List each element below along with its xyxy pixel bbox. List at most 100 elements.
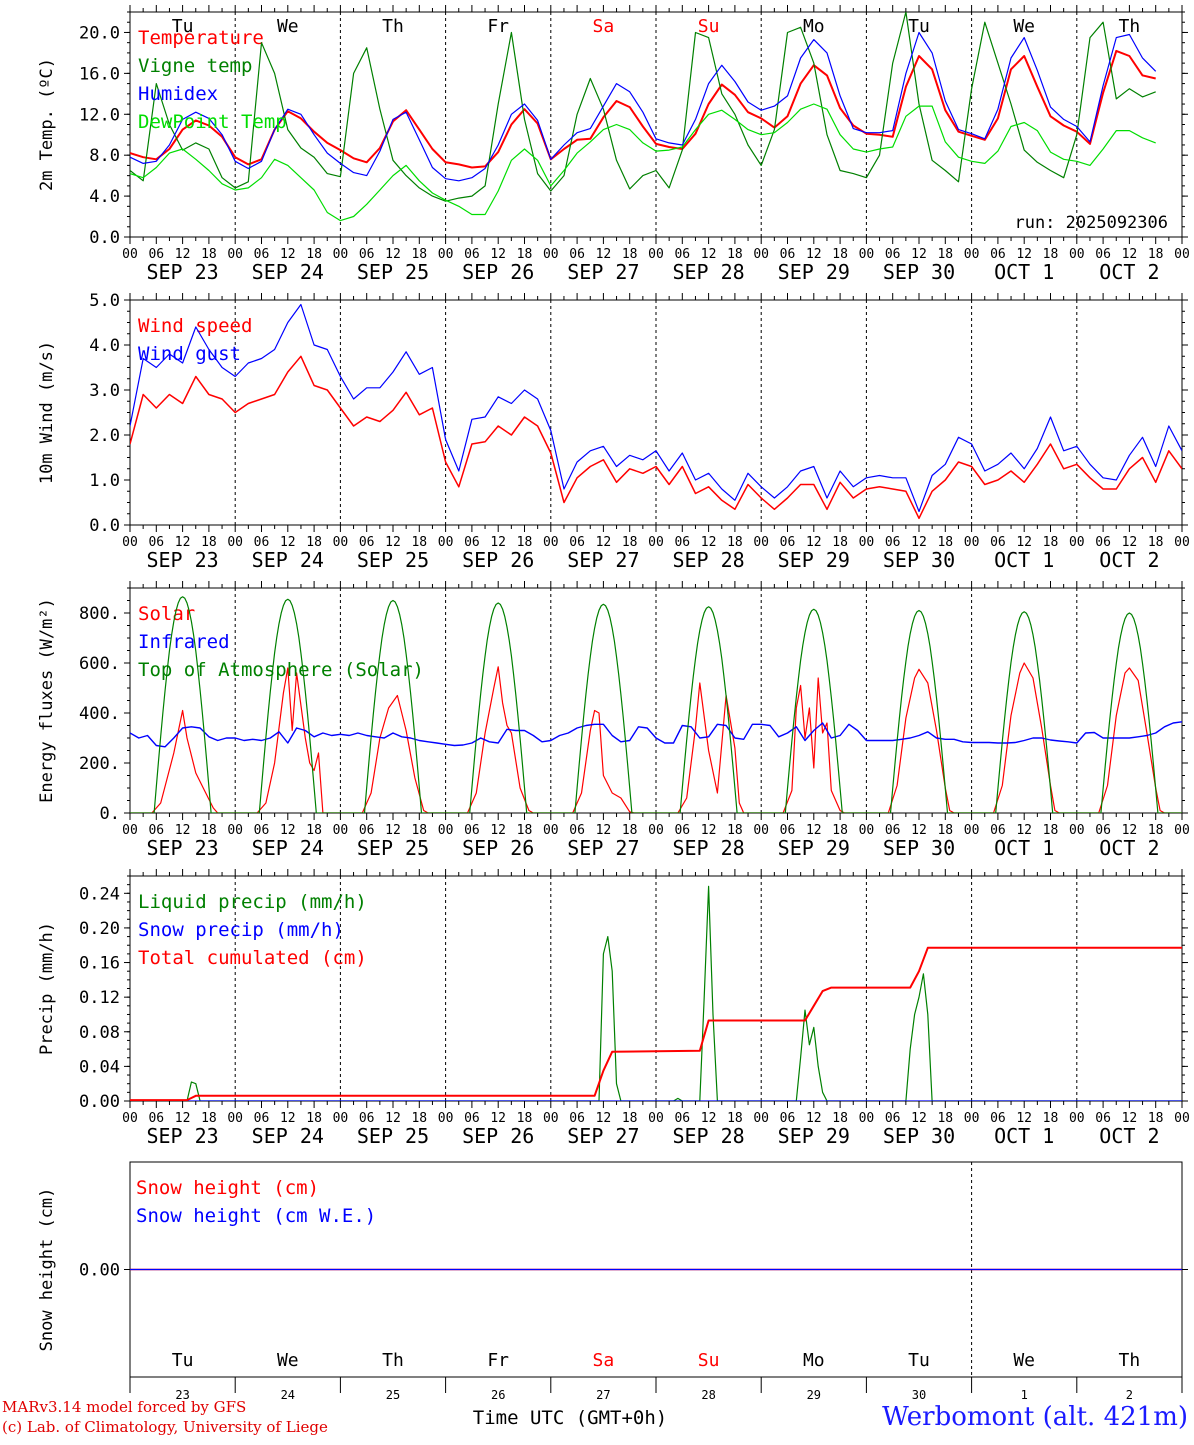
energy-hour-label: 00 xyxy=(333,823,349,838)
temp-hour-label: 12 xyxy=(806,247,822,262)
wind-hour-label: 12 xyxy=(911,535,927,550)
temp-hour-label: 00 xyxy=(648,247,664,262)
precip-hour-label: 00 xyxy=(227,1111,243,1126)
energy-hour-label: 12 xyxy=(701,823,717,838)
energy-date-label: SEP 24 xyxy=(252,836,324,860)
energy-hour-label: 18 xyxy=(517,823,533,838)
top-day-name: We xyxy=(277,16,299,37)
precip-hour-label: 00 xyxy=(333,1111,349,1126)
precip-series-liquid-precip-mm-h xyxy=(130,885,1182,1101)
precip-hour-label: 00 xyxy=(648,1111,664,1126)
wind-date-label: SEP 24 xyxy=(252,548,324,572)
wind-hour-label: 06 xyxy=(569,535,585,550)
wind-hour-label: 18 xyxy=(517,535,533,550)
precip-ytick-label: 0.20 xyxy=(79,919,120,939)
temp-hour-label: 06 xyxy=(674,247,690,262)
energy-hour-label: 12 xyxy=(596,823,612,838)
snow-day-number: 24 xyxy=(281,1388,295,1402)
snow-day-name: Mo xyxy=(803,1350,825,1371)
energy-ytick-label: 200. xyxy=(79,754,120,774)
top-day-name: Mo xyxy=(803,16,825,37)
precip-date-label: OCT 1 xyxy=(994,1124,1054,1148)
precip-hour-label: 06 xyxy=(464,1111,480,1126)
wind-hour-label: 18 xyxy=(201,535,217,550)
precip-hour-label: 18 xyxy=(411,1111,427,1126)
precip-hour-label: 06 xyxy=(359,1111,375,1126)
wind-hour-label: 06 xyxy=(674,535,690,550)
wind-hour-label: 12 xyxy=(1016,535,1032,550)
precip-hour-label: 18 xyxy=(622,1111,638,1126)
temp-legend-entry: Humidex xyxy=(138,83,218,105)
energy-frame xyxy=(129,587,1183,814)
wind-hour-label: 06 xyxy=(148,535,164,550)
precip-hour-label: 00 xyxy=(122,1111,138,1126)
precip-hour-label: 18 xyxy=(937,1111,953,1126)
energy-legend-entry: Infrared xyxy=(138,631,230,653)
energy-date-label: OCT 2 xyxy=(1099,836,1159,860)
precip-hour-label: 06 xyxy=(148,1111,164,1126)
precip-legend-entry: Total cumulated (cm) xyxy=(138,947,367,969)
energy-ylabel: Energy fluxes (W/m²) xyxy=(37,598,57,803)
temp-ytick-label: 4.0 xyxy=(89,187,120,207)
temp-hour-label: 12 xyxy=(490,247,506,262)
precip-ylabel: Precip (mm/h) xyxy=(37,922,57,1055)
energy-date-label: SEP 29 xyxy=(778,836,850,860)
wind-date-label: SEP 25 xyxy=(357,548,429,572)
precip-legend-entry: Liquid precip (mm/h) xyxy=(138,891,367,913)
precip-hour-label: 18 xyxy=(727,1111,743,1126)
precip-hour-label: 18 xyxy=(1043,1111,1059,1126)
precip-hour-label: 06 xyxy=(254,1111,270,1126)
energy-series-solar xyxy=(130,662,1182,813)
wind-hour-label: 00 xyxy=(122,535,138,550)
energy-hour-label: 00 xyxy=(438,823,454,838)
temp-ytick-label: 8.0 xyxy=(89,146,120,166)
snow-day-name: We xyxy=(1013,1350,1035,1371)
energy-hour-label: 00 xyxy=(1174,823,1190,838)
temp-date-label: SEP 29 xyxy=(778,260,850,284)
model-credit: MARv3.14 model forced by GFS xyxy=(2,1398,247,1416)
wind-hour-label: 00 xyxy=(1069,535,1085,550)
precip-ytick-label: 0.04 xyxy=(79,1057,120,1077)
energy-hour-label: 00 xyxy=(122,823,138,838)
snow-day-number: 30 xyxy=(912,1388,926,1402)
snow-day-name: Th xyxy=(1119,1350,1141,1371)
temp-hour-label: 00 xyxy=(1069,247,1085,262)
snow-ylabel: Snow height (cm) xyxy=(37,1188,57,1352)
wind-hour-label: 12 xyxy=(490,535,506,550)
precip-ytick-label: 0.08 xyxy=(79,1023,120,1043)
precip-date-label: SEP 29 xyxy=(778,1124,850,1148)
temp-hour-label: 18 xyxy=(411,247,427,262)
energy-hour-label: 06 xyxy=(254,823,270,838)
energy-hour-label: 12 xyxy=(911,823,927,838)
temp-hour-label: 06 xyxy=(464,247,480,262)
snow-ytick-label: 0.00 xyxy=(79,1261,120,1281)
snow-day-number: 28 xyxy=(701,1388,715,1402)
wind-hour-label: 06 xyxy=(1095,535,1111,550)
temp-hour-label: 12 xyxy=(280,247,296,262)
temp-series-humidex xyxy=(130,31,1157,182)
precip-hour-label: 00 xyxy=(859,1111,875,1126)
wind-hour-label: 00 xyxy=(964,535,980,550)
temp-hour-label: 00 xyxy=(1174,247,1190,262)
precip-date-label: SEP 23 xyxy=(146,1124,218,1148)
wind-date-label: SEP 30 xyxy=(883,548,955,572)
precip-hour-label: 00 xyxy=(543,1111,559,1126)
precip-ytick-label: 0.12 xyxy=(79,988,120,1008)
temp-date-label: OCT 2 xyxy=(1099,260,1159,284)
energy-hour-label: 00 xyxy=(227,823,243,838)
temp-frame xyxy=(129,11,1183,238)
snow-day-number: 29 xyxy=(807,1388,821,1402)
energy-hour-label: 12 xyxy=(490,823,506,838)
lab-credit: (c) Lab. of Climatology, University of L… xyxy=(2,1418,328,1436)
energy-date-label: SEP 28 xyxy=(672,836,744,860)
temp-date-label: SEP 24 xyxy=(252,260,324,284)
precip-date-label: SEP 28 xyxy=(672,1124,744,1148)
energy-hour-label: 06 xyxy=(148,823,164,838)
energy-hour-label: 12 xyxy=(175,823,191,838)
precip-date-label: SEP 27 xyxy=(567,1124,639,1148)
top-day-name: We xyxy=(1013,16,1035,37)
energy-date-label: SEP 30 xyxy=(883,836,955,860)
precip-ytick-label: 0.24 xyxy=(79,884,120,904)
wind-hour-label: 18 xyxy=(411,535,427,550)
